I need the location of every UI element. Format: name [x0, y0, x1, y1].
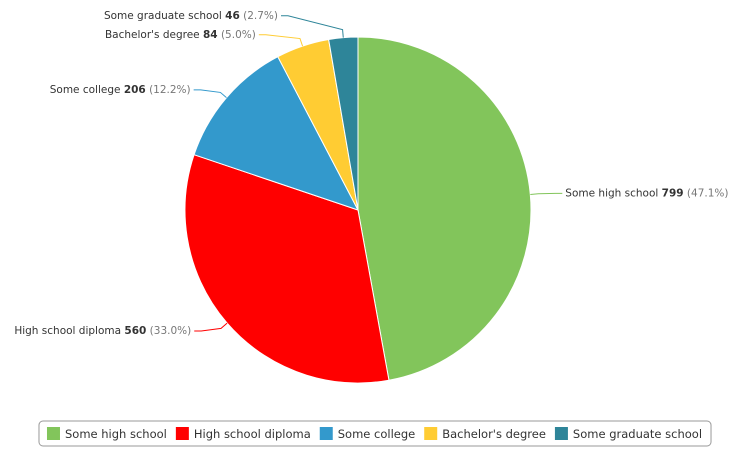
label-value: 84 [203, 29, 218, 41]
label-name: Some college [50, 84, 121, 96]
data-label: Some graduate school 46 (2.7%) [104, 10, 278, 22]
label-value: 560 [124, 325, 146, 337]
label-percent: (12.2%) [149, 84, 191, 96]
pie-slice [193, 56, 360, 211]
connector [194, 322, 228, 332]
label-name: High school diploma [14, 325, 121, 337]
label-name: Bachelor's degree [105, 29, 200, 41]
legend-label[interactable]: Some graduate school [573, 427, 702, 441]
label-value: 799 [662, 187, 684, 199]
legend-swatch[interactable] [319, 427, 333, 440]
connector [530, 192, 563, 195]
legend-swatch[interactable] [554, 427, 568, 440]
label-percent: (47.1%) [687, 187, 729, 199]
legend-label[interactable]: Some high school [65, 427, 167, 441]
label-percent: (33.0%) [150, 325, 192, 337]
label-percent: (2.7%) [243, 10, 278, 22]
label-percent: (5.0%) [221, 29, 256, 41]
legend-swatch[interactable] [175, 427, 189, 440]
data-label: Some college 206 (12.2%) [50, 84, 191, 96]
label-name: Some high school [565, 187, 658, 199]
pie-slice [184, 154, 390, 384]
data-label: High school diploma 560 (33.0%) [14, 325, 191, 337]
legend-swatch[interactable] [46, 427, 60, 440]
label-name: Some graduate school [104, 10, 222, 22]
legend-swatch[interactable] [424, 427, 438, 440]
label-value: 206 [124, 84, 146, 96]
connector [281, 15, 344, 38]
legend-label[interactable]: Some college [338, 427, 415, 441]
connector [258, 34, 304, 47]
label-value: 46 [225, 10, 240, 22]
legend-box [38, 420, 712, 447]
connector [193, 89, 227, 98]
data-label: Some high school 799 (47.1%) [565, 187, 728, 199]
pie-slice [357, 36, 532, 381]
legend-label[interactable]: Bachelor's degree [442, 427, 546, 441]
data-label: Bachelor's degree 84 (5.0%) [105, 29, 256, 41]
legend-label[interactable]: High school diploma [194, 427, 311, 441]
